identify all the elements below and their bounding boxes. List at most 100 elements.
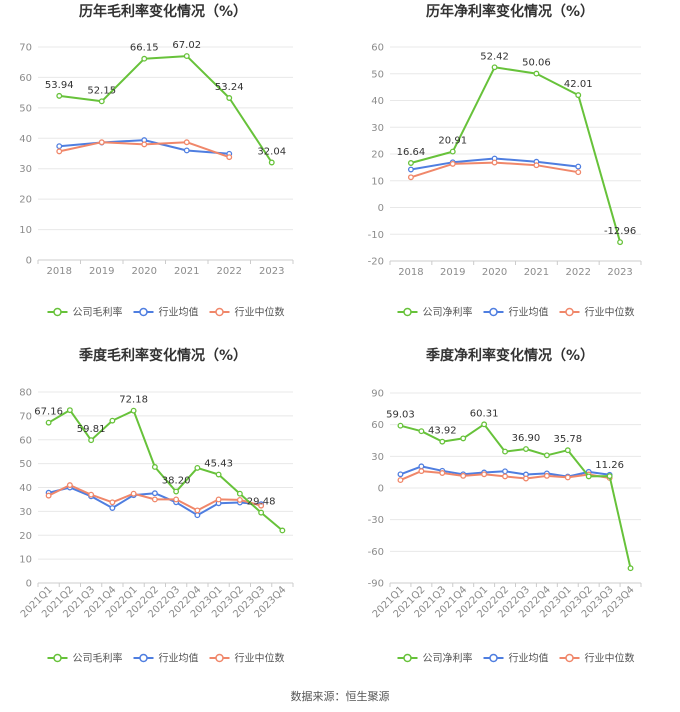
data-point-company bbox=[575, 92, 582, 99]
x-tick-label: 2021 bbox=[524, 267, 549, 278]
y-tick-label: -90 bbox=[368, 579, 384, 590]
data-point-avg bbox=[183, 147, 190, 154]
legend-label: 行业中位数 bbox=[585, 306, 635, 319]
data-point-company bbox=[45, 419, 52, 426]
data-point-median bbox=[439, 470, 446, 476]
data-point-company bbox=[258, 509, 265, 516]
y-tick-label: 20 bbox=[371, 150, 384, 161]
data-point-company bbox=[502, 448, 508, 455]
legend-item-company: 公司毛利率 bbox=[47, 306, 123, 319]
y-tick-label: 0 bbox=[26, 256, 32, 267]
data-point-avg bbox=[194, 512, 201, 519]
series-line-company bbox=[410, 66, 622, 243]
data-point-median bbox=[226, 154, 233, 161]
data-point-company bbox=[439, 438, 446, 445]
x-tick-label: 2019 bbox=[89, 266, 114, 277]
data-point-company bbox=[460, 435, 467, 442]
data-point-median bbox=[109, 499, 116, 506]
x-tick-label: 2022 bbox=[217, 266, 242, 277]
y-tick-label: 30 bbox=[371, 452, 384, 463]
data-point-company bbox=[215, 471, 222, 478]
data-label: 43.92 bbox=[428, 426, 457, 437]
data-point-median bbox=[98, 139, 105, 146]
legend-item-median: 行业中位数 bbox=[209, 306, 285, 319]
chart-title: 历年净利率变化情况（%） bbox=[426, 3, 594, 20]
data-point-median bbox=[56, 148, 63, 155]
data-point-company bbox=[481, 421, 488, 428]
data-label: 66.15 bbox=[130, 43, 159, 54]
data-point-company bbox=[109, 417, 116, 424]
data-point-company bbox=[397, 422, 404, 429]
y-tick-label: 60 bbox=[371, 43, 384, 54]
data-point-company bbox=[226, 95, 233, 101]
x-tick-label: 2018 bbox=[398, 267, 423, 278]
x-tick-label: 2023 bbox=[607, 267, 632, 278]
data-label: 59.81 bbox=[77, 424, 106, 435]
legend-item-median: 行业中位数 bbox=[559, 306, 635, 319]
legend-swatch-marker bbox=[215, 307, 224, 317]
y-tick-label: 70 bbox=[19, 43, 32, 54]
data-point-company bbox=[449, 148, 456, 155]
legend-label: 行业均值 bbox=[509, 306, 549, 319]
y-tick-label: 30 bbox=[19, 164, 32, 175]
y-tick-label: 20 bbox=[19, 531, 32, 542]
data-point-company bbox=[491, 64, 498, 71]
data-label: 20.91 bbox=[438, 136, 467, 147]
data-label: 45.43 bbox=[204, 459, 233, 470]
data-point-median bbox=[66, 482, 73, 489]
y-tick-label: 30 bbox=[371, 123, 384, 134]
data-label: 52.15 bbox=[87, 85, 116, 96]
legend-label: 公司净利率 bbox=[423, 652, 473, 665]
legend-swatch-marker bbox=[403, 307, 412, 317]
data-point-company bbox=[585, 473, 592, 480]
data-point-company bbox=[56, 92, 63, 99]
data-label: 72.18 bbox=[119, 395, 148, 406]
data-point-median bbox=[407, 174, 414, 181]
series-line-company bbox=[48, 409, 284, 532]
x-tick-label: 2023 bbox=[259, 266, 284, 277]
data-point-company bbox=[173, 488, 180, 495]
y-tick-label: -60 bbox=[368, 547, 384, 558]
data-source-note: 数据来源：恒生聚源 bbox=[291, 689, 390, 703]
data-point-median bbox=[481, 471, 488, 478]
legend-label: 行业中位数 bbox=[585, 652, 635, 665]
y-tick-label: 10 bbox=[19, 225, 32, 236]
legend: 公司净利率 行业均值 行业中位数 bbox=[397, 652, 635, 665]
data-label: 32.04 bbox=[257, 147, 286, 158]
data-point-median bbox=[194, 507, 201, 514]
legend-item-median: 行业中位数 bbox=[559, 652, 635, 665]
data-point-company bbox=[564, 447, 571, 454]
legend-label: 行业中位数 bbox=[235, 652, 285, 665]
data-point-avg bbox=[56, 143, 63, 150]
data-point-median bbox=[491, 159, 498, 166]
series-avg bbox=[397, 463, 613, 480]
series-company: 59.03 43.92 60.31 36.90 35.78 11.26 bbox=[386, 408, 634, 572]
data-point-company bbox=[627, 565, 634, 572]
data-point-median bbox=[88, 491, 95, 498]
series-company: 67.16 59.81 72.18 38.20 45.43 29.48 bbox=[34, 395, 286, 534]
y-tick-label: 50 bbox=[371, 69, 384, 80]
data-point-median bbox=[173, 496, 180, 503]
legend-swatch-marker bbox=[53, 653, 62, 663]
data-label: 67.16 bbox=[34, 407, 63, 418]
data-label: 52.42 bbox=[480, 51, 509, 62]
y-tick-label: 50 bbox=[19, 459, 32, 470]
data-point-company bbox=[151, 464, 158, 470]
data-point-median bbox=[575, 169, 582, 176]
data-point-median bbox=[533, 162, 540, 169]
chart-title: 季度净利率变化情况（%） bbox=[425, 347, 594, 364]
data-point-median bbox=[130, 490, 137, 497]
data-point-avg bbox=[407, 166, 414, 173]
y-tick-label: 30 bbox=[19, 507, 32, 518]
legend-item-avg: 行业均值 bbox=[133, 652, 199, 665]
y-tick-label: 60 bbox=[19, 435, 32, 446]
y-tick-label: 90 bbox=[371, 389, 384, 400]
data-point-median bbox=[151, 496, 158, 503]
data-point-median bbox=[502, 473, 508, 480]
data-point-median bbox=[215, 496, 222, 503]
data-point-company bbox=[194, 464, 201, 471]
y-tick-label: -30 bbox=[368, 515, 384, 526]
y-tick-label: 0 bbox=[378, 484, 384, 495]
data-label: 53.24 bbox=[215, 82, 244, 93]
